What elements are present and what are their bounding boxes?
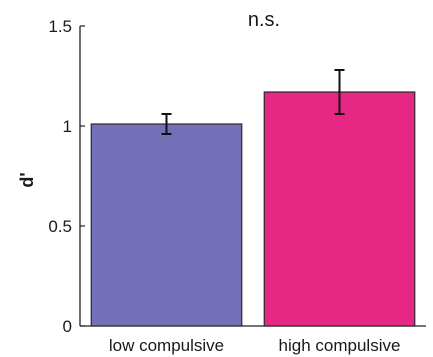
bar <box>263 91 416 327</box>
y-axis-label: d' <box>17 172 37 187</box>
labels: 0 0.5 1 1.5 low compulsive high compulsive <box>48 17 400 355</box>
error-bars <box>161 69 345 135</box>
x-tick-label: low compulsive <box>109 336 224 355</box>
significance-annotation: n.s. <box>248 9 280 31</box>
x-tick-label: high compulsive <box>279 336 401 355</box>
y-tick-label: 1.5 <box>48 17 72 36</box>
y-tick-label: 1 <box>63 117 72 136</box>
bars <box>90 91 416 327</box>
y-tick-label: 0 <box>63 317 72 336</box>
bar <box>90 123 243 327</box>
y-tick-label: 0.5 <box>48 217 72 236</box>
